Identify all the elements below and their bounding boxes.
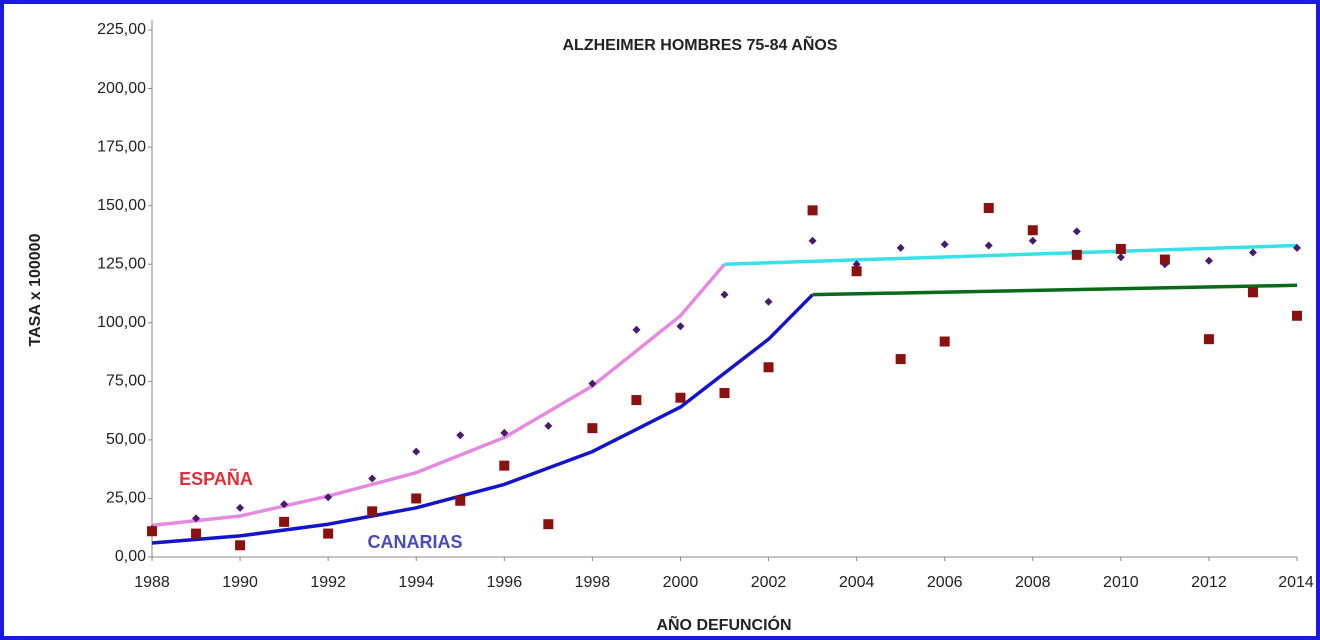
point — [719, 388, 730, 399]
point — [807, 205, 818, 216]
point — [1027, 225, 1038, 236]
point — [323, 528, 334, 539]
point — [412, 447, 421, 456]
trend-line — [151, 263, 726, 528]
point — [279, 516, 290, 527]
point — [851, 266, 862, 277]
x-tick-label: 1996 — [487, 574, 523, 591]
point — [499, 460, 510, 471]
point — [588, 379, 597, 388]
point — [1115, 243, 1126, 254]
point — [675, 392, 686, 403]
annotation: ESPAÑA — [179, 468, 253, 489]
point — [1028, 236, 1037, 245]
point — [939, 336, 950, 347]
point — [763, 362, 774, 373]
point — [720, 290, 729, 299]
point — [1247, 287, 1258, 298]
point — [1292, 310, 1302, 321]
x-tick-label: 2014 — [1278, 574, 1314, 591]
point — [895, 354, 906, 365]
point — [147, 526, 157, 537]
x-tick-label: 2010 — [1103, 574, 1139, 591]
x-tick-label: 2006 — [927, 574, 963, 591]
point — [1159, 254, 1170, 265]
point — [852, 260, 861, 269]
y-tick-label: 0,00 — [115, 548, 146, 565]
annotation: CANARIAS — [367, 532, 462, 552]
y-tick-label: 200,00 — [97, 80, 146, 97]
point — [191, 528, 202, 539]
point — [235, 540, 246, 551]
trend-line — [812, 283, 1298, 297]
point — [280, 500, 289, 509]
x-tick-label: 1994 — [398, 574, 434, 591]
point — [940, 240, 949, 249]
point — [896, 243, 905, 252]
x-tick-label: 2012 — [1191, 574, 1227, 591]
point — [543, 519, 554, 530]
x-tick-label: 2002 — [751, 574, 787, 591]
point — [411, 493, 422, 504]
point — [544, 421, 553, 430]
trend-line — [724, 243, 1298, 266]
point — [236, 503, 245, 512]
point — [632, 325, 641, 334]
point — [500, 428, 509, 437]
point — [1293, 243, 1301, 252]
point — [456, 431, 465, 440]
point — [631, 395, 642, 406]
trend-line — [151, 293, 814, 545]
x-axis-title: AÑO DEFUNCIÓN — [656, 614, 791, 634]
y-tick-label: 75,00 — [106, 373, 146, 390]
point — [676, 322, 685, 331]
y-tick-label: 225,00 — [97, 21, 146, 38]
point — [368, 474, 377, 483]
point — [324, 493, 333, 502]
point — [1116, 253, 1125, 262]
x-tick-label: 1992 — [310, 574, 346, 591]
point — [587, 423, 598, 434]
point — [1204, 256, 1213, 265]
y-tick-label: 175,00 — [97, 138, 146, 155]
x-tick-label: 1988 — [134, 574, 170, 591]
point — [455, 495, 466, 506]
x-tick-label: 2000 — [663, 574, 699, 591]
y-tick-label: 100,00 — [97, 314, 146, 331]
point — [764, 297, 773, 306]
point — [1071, 249, 1082, 260]
y-tick-label: 150,00 — [97, 197, 146, 214]
point — [367, 506, 378, 517]
x-tick-label: 1998 — [575, 574, 611, 591]
point — [984, 241, 993, 250]
point — [1248, 248, 1257, 257]
x-tick-label: 1990 — [222, 574, 258, 591]
y-tick-label: 50,00 — [106, 431, 146, 448]
x-tick-label: 2004 — [839, 574, 875, 591]
point — [192, 514, 201, 523]
y-tick-label: 125,00 — [97, 255, 146, 272]
point — [1203, 334, 1214, 345]
y-tick-label: 25,00 — [106, 490, 146, 507]
point — [983, 203, 994, 214]
chart-title: ALZHEIMER HOMBRES 75-84 AÑOS — [563, 34, 838, 54]
x-tick-label: 2008 — [1015, 574, 1051, 591]
y-axis-title: TASA x 100000 — [27, 233, 44, 346]
point — [1072, 227, 1081, 236]
point — [808, 236, 817, 245]
